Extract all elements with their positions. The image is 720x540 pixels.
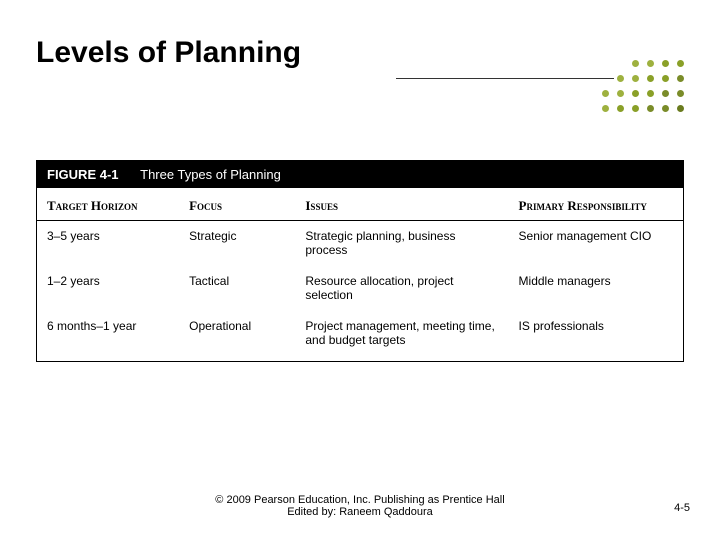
table-cell: Project management, meeting time, and bu… bbox=[295, 311, 508, 362]
table-cell: Resource allocation, project selection bbox=[295, 266, 508, 311]
table-cell: Senior management CIO bbox=[509, 221, 683, 266]
table-cell: Tactical bbox=[179, 266, 295, 311]
table-cell: 3–5 years bbox=[37, 221, 179, 266]
table-cell: IS professionals bbox=[509, 311, 683, 362]
planning-table: Target Horizon Focus Issues Primary Resp… bbox=[37, 188, 683, 361]
copyright-text: © 2009 Pearson Education, Inc. Publishin… bbox=[0, 494, 720, 506]
table-row: 1–2 yearsTacticalResource allocation, pr… bbox=[37, 266, 683, 311]
table-cell: Strategic bbox=[179, 221, 295, 266]
footer: © 2009 Pearson Education, Inc. Publishin… bbox=[0, 494, 720, 518]
table-cell: 1–2 years bbox=[37, 266, 179, 311]
table-cell: Operational bbox=[179, 311, 295, 362]
col-header-responsibility: Primary Responsibility bbox=[509, 188, 683, 221]
col-header-horizon: Target Horizon bbox=[37, 188, 179, 221]
accent-dots bbox=[602, 60, 692, 120]
figure-panel: FIGURE 4-1 Three Types of Planning Targe… bbox=[36, 160, 684, 362]
col-header-focus: Focus bbox=[179, 188, 295, 221]
table-cell: Strategic planning, business process bbox=[295, 221, 508, 266]
slide-title: Levels of Planning bbox=[36, 36, 301, 70]
figure-header: FIGURE 4-1 Three Types of Planning bbox=[37, 161, 683, 188]
table-row: 3–5 yearsStrategicStrategic planning, bu… bbox=[37, 221, 683, 266]
figure-label: FIGURE 4-1 bbox=[47, 167, 119, 182]
accent-rule bbox=[396, 78, 614, 79]
edited-by-text: Edited by: Raneem Qaddoura bbox=[0, 506, 720, 518]
col-header-issues: Issues bbox=[295, 188, 508, 221]
table-cell: Middle managers bbox=[509, 266, 683, 311]
figure-title: Three Types of Planning bbox=[140, 167, 281, 182]
page-number: 4-5 bbox=[674, 502, 690, 514]
table-row: 6 months–1 yearOperationalProject manage… bbox=[37, 311, 683, 362]
table-cell: 6 months–1 year bbox=[37, 311, 179, 362]
